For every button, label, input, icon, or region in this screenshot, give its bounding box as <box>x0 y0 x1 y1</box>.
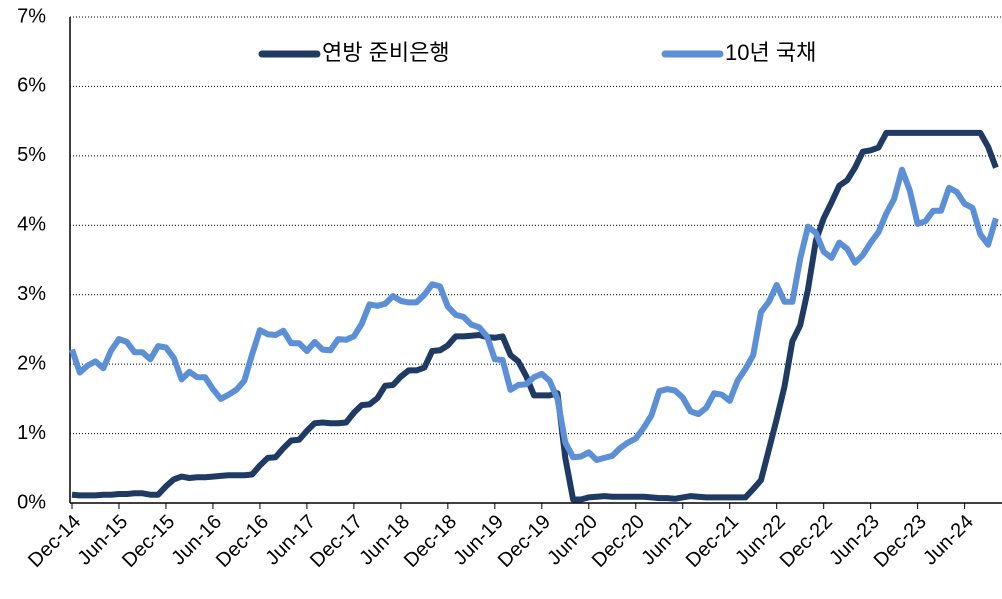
x-tick-label: Dec-14 <box>24 511 85 572</box>
y-tick-label: 6% <box>17 75 46 97</box>
x-tick-label: Dec-17 <box>306 511 367 572</box>
x-tick-label: Dec-15 <box>118 511 179 572</box>
y-tick-label: 1% <box>17 422 46 444</box>
y-tick-label: 2% <box>17 352 46 374</box>
x-tick-label: Dec-19 <box>494 511 555 572</box>
series-line <box>69 166 999 463</box>
x-tick-label: Dec-21 <box>682 511 743 572</box>
legend-label: 10년 국채 <box>725 40 816 65</box>
x-tick-label: Jun-24 <box>919 511 978 570</box>
x-tick-label: Dec-16 <box>212 511 273 572</box>
y-tick-label: 4% <box>17 214 46 236</box>
y-tick-label: 0% <box>17 491 46 513</box>
x-tick-label: Dec-23 <box>870 511 931 572</box>
series-line <box>71 129 999 503</box>
y-tick-label: 5% <box>17 144 46 166</box>
legend-label: 연방 준비은행 <box>322 40 450 65</box>
y-tick-label: 7% <box>17 5 46 27</box>
x-tick-label: Dec-20 <box>588 511 649 572</box>
x-tick-label: Dec-18 <box>400 511 461 572</box>
y-tick-label: 3% <box>17 283 46 305</box>
x-tick-label: Dec-22 <box>776 511 837 572</box>
